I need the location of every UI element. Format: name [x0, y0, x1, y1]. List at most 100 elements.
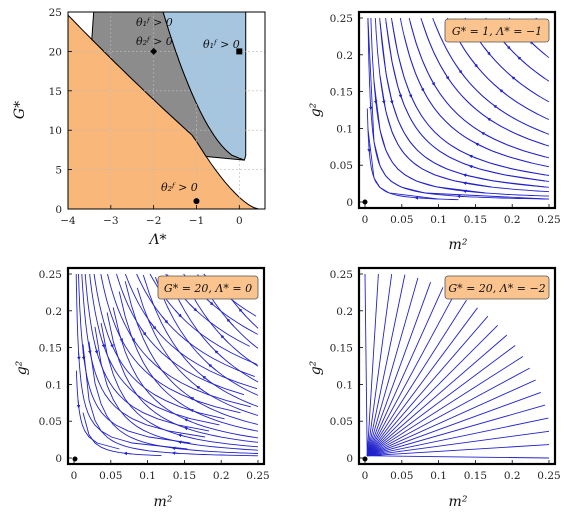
streamline: [366, 108, 439, 200]
streamline-arrow: [390, 96, 394, 105]
point-square: [236, 48, 243, 55]
x-tick-label: 0.2: [213, 470, 230, 482]
y-tick-label: 0.25: [330, 13, 353, 25]
streamline-arrow: [373, 96, 378, 105]
streamline-arrow: [196, 385, 204, 392]
y-tick-label: 0.15: [330, 343, 353, 355]
streamline: [75, 273, 188, 450]
region-label-gray-theta1: θ₁ᶠ > 0: [136, 16, 173, 29]
streamline-arrow: [398, 90, 403, 99]
x-tick-label: 0.2: [504, 470, 521, 482]
x-tick-label: −1: [189, 215, 204, 227]
streamline: [366, 307, 478, 457]
streamline: [385, 17, 546, 182]
x-axis-label: m²: [449, 237, 468, 253]
streamline: [367, 455, 550, 459]
streamline: [364, 273, 368, 456]
streamline: [366, 356, 524, 457]
stream-panel-d: 0 0.05 0.1 0.15 0.2 0.25 0 0.05 0.1 0.15 0.2 0.25 G…: [308, 266, 561, 510]
streamline-arrow: [161, 315, 169, 324]
streamline-arrow: [484, 47, 491, 56]
streamline: [81, 273, 206, 438]
y-axis-label: g²: [14, 360, 30, 375]
streamline-arrow: [123, 451, 132, 456]
y-tick-label: 0: [55, 453, 62, 465]
stream-panel-b: 0 0.05 0.1 0.15 0.2 0.25 0 0.05 0.1 0.15 0.2 0.25 G…: [308, 10, 561, 253]
y-tick-label: 5: [55, 165, 62, 177]
streamline-arrow: [76, 400, 81, 409]
streamline: [124, 273, 258, 390]
y-tick-label: 0: [346, 197, 353, 209]
streamline: [367, 444, 550, 457]
plot-frame: [357, 10, 557, 210]
x-tick-label: 0.05: [99, 470, 122, 482]
plot-frame: [66, 266, 266, 466]
streamline-arrow: [171, 446, 180, 451]
legend-label: G* = 1, Λ* = −1: [452, 25, 542, 38]
y-tick-label: 0.25: [39, 269, 62, 281]
streamline: [366, 282, 432, 456]
y-tick-label: 15: [49, 86, 62, 98]
y-tick-label: 0.2: [336, 306, 353, 318]
streamline: [366, 273, 379, 456]
y-tick-label: 0.2: [45, 306, 62, 318]
x-tick-label: 0.25: [537, 470, 560, 482]
streamline: [100, 273, 241, 414]
streamline: [366, 274, 406, 456]
axis-ticks: 0 0.05 0.1 0.15 0.2 0.25 0 0.05 0.1 0.15 0.2 0.25: [39, 269, 270, 482]
streamline-arrow: [471, 59, 478, 68]
y-tick-label: 0.05: [39, 416, 62, 428]
y-tick-label: 25: [49, 7, 62, 19]
region-label-orange-theta2: θ₂ᶠ > 0: [161, 181, 198, 194]
axis-ticks: 0 0.05 0.1 0.15 0.2 0.25 0 0.05 0.1 0.15 0.2 0.25: [330, 269, 561, 482]
streamline: [106, 312, 259, 443]
streamline-arrow: [220, 334, 229, 343]
streamline: [367, 404, 546, 457]
streamline-arrow: [109, 340, 114, 349]
x-tick-label: 0.05: [390, 470, 413, 482]
streamline-arrow: [94, 346, 99, 355]
streamline: [366, 334, 508, 457]
y-tick-label: 0.15: [330, 87, 353, 99]
y-tick-label: 0.1: [336, 123, 353, 135]
streamline-arrow: [208, 363, 217, 371]
streamline-arrow: [226, 318, 235, 327]
streamline-arrow: [177, 440, 186, 444]
legend-label: G* = 20, Λ* = −2: [448, 282, 545, 295]
x-tick-label: 0: [362, 214, 369, 226]
streamline-arrow: [129, 334, 135, 342]
streamline-arrow: [140, 328, 147, 336]
x-axis-label: m²: [154, 494, 173, 510]
y-tick-label: 0.05: [330, 160, 353, 172]
legend-box: [157, 275, 259, 300]
streamline-arrow: [174, 309, 182, 318]
streamline-arrow: [183, 418, 192, 423]
y-tick-label: 0.05: [330, 416, 353, 428]
streamline-arrow: [419, 84, 425, 93]
streamline-arrow: [444, 72, 450, 80]
streamline-arrow: [214, 350, 223, 358]
streamline: [432, 17, 545, 134]
streamline-arrow: [462, 189, 471, 194]
y-tick-label: 10: [49, 125, 62, 137]
streamline: [366, 324, 499, 457]
legend-label: G* = 20, Λ* = 0: [164, 282, 252, 295]
axis-ticks: −4 −3 −2 −1 0 0 5 10 15 20 25: [49, 7, 243, 227]
x-tick-label: 0.1: [139, 470, 156, 482]
x-tick-label: 0.1: [430, 214, 447, 226]
streamline-arrow: [456, 66, 463, 74]
y-tick-label: 0.15: [39, 343, 62, 355]
fixed-point: [72, 456, 78, 462]
x-axis-label: Λ*: [147, 232, 166, 248]
y-tick-label: 0: [346, 453, 353, 465]
streamlines: [364, 273, 550, 459]
streamline: [154, 277, 259, 396]
streamline-arrow: [177, 433, 186, 438]
y-axis-label: g²: [308, 360, 324, 375]
stream-panel-c: 0 0.05 0.1 0.15 0.2 0.25 0 0.05 0.1 0.15 0.2 0.25 G…: [14, 266, 270, 510]
streamline: [366, 367, 530, 457]
x-axis-label: m²: [449, 494, 468, 510]
region-label-gray-theta2: θ₂ᶠ > 0: [136, 35, 173, 48]
streamline-arrow: [190, 397, 198, 403]
